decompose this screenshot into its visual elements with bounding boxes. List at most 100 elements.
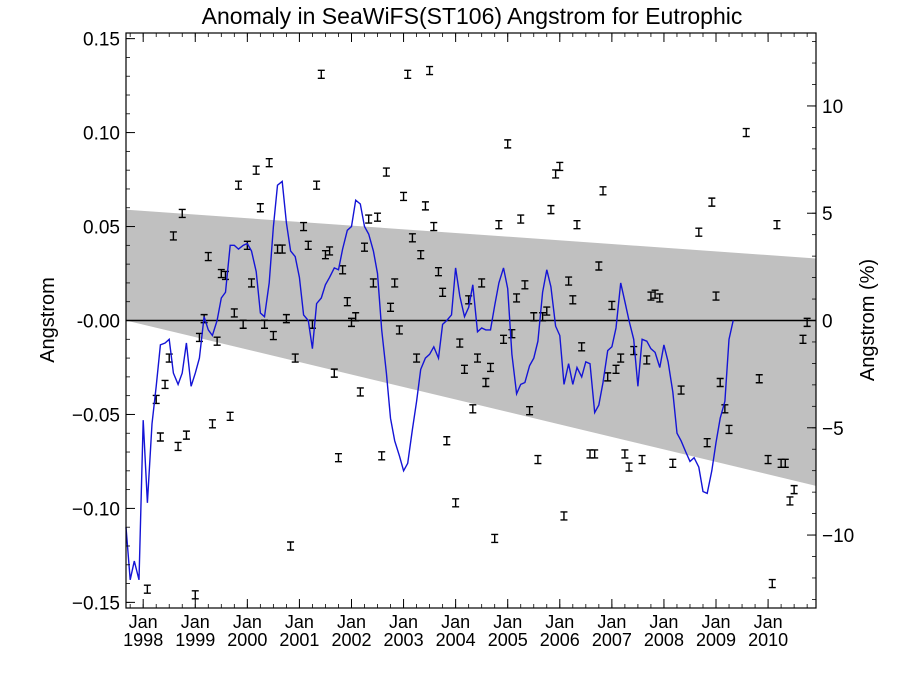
x-tick-month: Jan [389,612,418,632]
data-point [248,278,256,288]
data-point [712,291,720,301]
data-point [243,240,251,251]
data-point [321,250,329,260]
data-point [278,244,286,254]
y-tick-label: −0.05 [72,405,120,426]
data-point [330,368,338,378]
data-point [487,362,495,373]
data-point [651,289,659,299]
y2-tick-label: −10 [822,526,854,547]
data-point [300,221,308,232]
data-point [708,197,716,207]
chart-title: Anomaly in SeaWiFS(ST106) Angstrom for E… [202,3,743,29]
data-point [530,312,538,322]
x-tick-year: 1998 [123,630,163,650]
data-point [334,452,342,463]
data-point [755,374,763,384]
data-point [265,157,273,168]
data-point [573,219,581,230]
data-point [169,231,177,241]
data-point [591,449,599,459]
data-point [400,191,408,202]
x-tick-year: 2005 [488,630,528,650]
data-point [395,325,403,335]
data-point [526,405,534,416]
y-tick-label: −0.15 [72,593,120,614]
data-point [656,293,664,303]
data-point [474,353,482,363]
data-point [178,208,186,219]
data-point [595,261,603,271]
data-point [317,69,325,80]
data-point [213,336,221,346]
x-tick-year: 2007 [592,630,632,650]
y-tick-label: 0.05 [83,218,120,239]
data-point [625,462,633,472]
data-point [426,65,434,76]
data-point [742,127,750,138]
data-point [790,484,798,495]
data-point [721,404,729,414]
data-point [599,186,607,196]
data-point [304,240,312,251]
data-point [352,312,360,322]
data-point [695,227,703,237]
data-point [413,353,421,363]
data-point [256,203,264,213]
data-point [803,317,811,328]
x-tick-year: 2009 [696,630,736,650]
data-point [513,293,521,303]
y2-tick-label: 5 [822,204,833,225]
x-tick-month: Jan [233,612,262,632]
data-point [638,454,646,465]
data-point [543,306,551,316]
x-tick-month: Jan [701,612,730,632]
data-point [261,319,269,329]
data-point [556,161,564,172]
data-point [560,511,568,521]
data-point [326,246,334,256]
data-point [621,449,629,459]
data-point [478,278,486,288]
data-point [365,214,373,224]
data-point [361,242,369,252]
plot-area: 0.15 0.10 0.05 -0.00 −0.05 −0.10 −0.15 10 5 0 −5 −1… [72,30,854,650]
data-point [174,441,182,452]
data-point [369,278,377,288]
data-point [404,69,412,80]
data-point [421,201,429,211]
data-point [482,377,490,388]
y2-tick-label: −5 [822,419,844,440]
x-tick-year: 2001 [279,630,319,650]
y2-tick-label: 10 [822,97,843,118]
x-tick-year: 2004 [436,630,476,650]
y2-axis-label: Angstrom (%) [857,259,879,381]
x-tick-month: Jan [545,612,574,632]
data-point [143,584,151,594]
x-tick-year: 2002 [331,630,371,650]
data-point [382,167,390,177]
data-point [287,541,295,551]
data-point [387,302,395,313]
data-point [356,387,364,397]
data-point [500,334,508,344]
data-point [339,265,347,275]
data-point [217,268,225,279]
data-point [773,219,781,230]
data-point [508,328,516,339]
data-point [677,385,685,395]
data-point [204,251,212,262]
data-point [208,419,216,429]
data-point [239,319,247,329]
data-point [647,291,655,301]
data-point [491,533,499,544]
data-point [521,280,529,290]
y2-tick-label: 0 [822,312,833,333]
x-tick-month: Jan [441,612,470,632]
data-point [703,437,711,448]
data-point [230,308,238,318]
data-point [604,372,612,382]
data-point [456,338,464,348]
data-point [408,233,416,243]
